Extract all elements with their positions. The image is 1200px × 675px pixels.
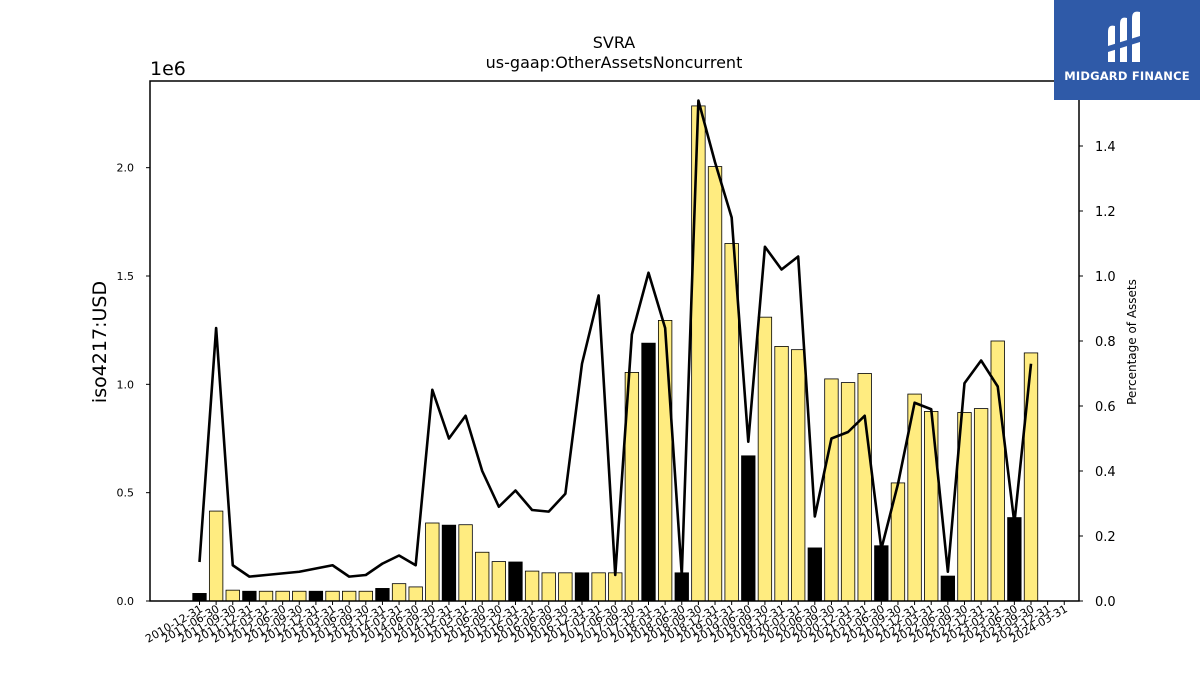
bar [425,522,440,602]
bar [292,590,307,602]
chart-title: SVRA [593,33,636,52]
y2-tick-label: 0.0 [1095,595,1116,610]
bar [441,524,457,602]
bar [1007,517,1022,602]
bar [807,547,822,602]
x-axis-ticks: 2010-12-312011-06-302011-09-302011-12-31… [143,601,1070,646]
bar [973,408,989,602]
y2-tick-label: 0.2 [1095,530,1116,545]
bar [524,570,540,602]
bar [491,561,506,602]
y-tick-label: 1.5 [117,270,135,283]
bar [608,572,623,602]
bar [242,590,257,602]
bar [791,349,806,602]
bar [824,378,839,602]
bar [508,561,523,602]
bar [258,590,274,602]
bar [342,590,357,602]
bar [208,510,224,602]
y-tick-label: 2.0 [117,162,135,175]
bar [741,455,756,602]
bar [574,572,590,602]
y-tick-label: 0.5 [117,487,135,500]
bar [308,590,324,602]
bar [358,590,373,602]
midgard-logo-icon [1108,11,1140,63]
bar [225,589,240,602]
bar [924,411,939,602]
y2-axis-ticks: 0.0 0.2 0.4 0.6 0.8 1.0 1.2 1.4 [1079,140,1116,610]
bar [691,105,706,602]
y2-tick-label: 1.0 [1095,270,1116,285]
y-axis-ticks: 0.0 0.5 1.0 1.5 2.0 [117,162,150,608]
bar [408,586,423,602]
bar [375,588,390,602]
percentage-line [198,99,1033,578]
logo-text: MIDGARD FINANCE [1064,69,1190,83]
bar [840,382,856,602]
bar [857,373,872,602]
bar [641,342,656,602]
bar [1023,352,1039,602]
bar [541,572,556,602]
bar [458,524,473,602]
y-multiplier-label: 1e6 [150,58,186,80]
y2-tick-label: 1.2 [1095,205,1116,220]
bar [325,590,340,602]
y2-tick-label: 0.6 [1095,400,1116,415]
plot-frame [149,80,1080,602]
bar [275,590,290,602]
y2-tick-label: 0.4 [1095,465,1116,480]
bar [591,572,606,602]
bar [940,575,955,602]
y2-tick-label: 0.8 [1095,335,1116,350]
y-tick-label: 1.0 [117,378,135,391]
bar [707,166,723,602]
y2-axis-label: Percentage of Assets [1125,279,1139,405]
bar [874,545,889,602]
bar [192,593,207,602]
midgard-finance-logo: MIDGARD FINANCE [1054,0,1200,100]
bar [674,572,689,602]
chart-subtitle: us-gaap:OtherAssetsNoncurrent [486,53,743,72]
bar [757,316,773,602]
bar [774,346,789,602]
bar [391,583,407,602]
bar-series [192,105,1039,602]
bar [657,320,673,602]
y-tick-label: 0.0 [117,595,135,608]
y2-tick-label: 1.4 [1095,140,1116,155]
bar [558,572,573,602]
y-axis-label: iso4217:USD [89,281,111,403]
bar [475,551,490,602]
